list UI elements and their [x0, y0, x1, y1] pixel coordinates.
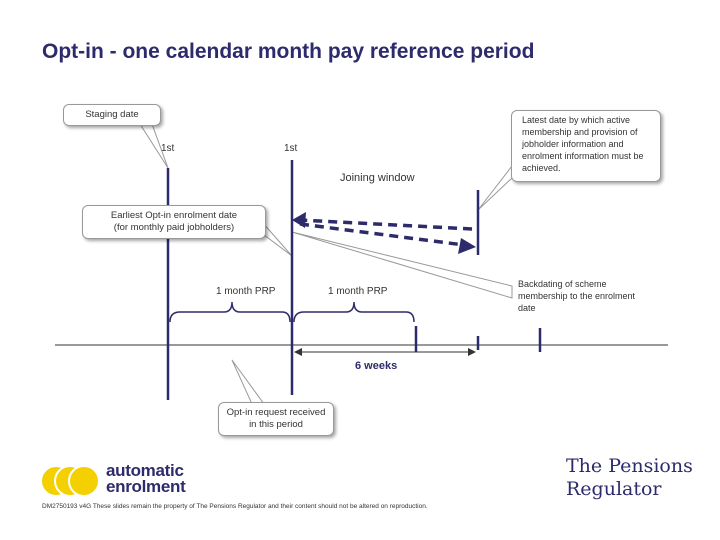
earliest-optin-line1: Earliest Opt-in enrolment date [110, 210, 238, 221]
pensions-regulator-logo: The Pensions Regulator [566, 455, 693, 501]
optin-callout-tail [231, 359, 265, 405]
automatic-enrolment-logo-icon [40, 465, 100, 497]
latest-date-callout: Latest date by which active membership a… [511, 110, 661, 182]
backdating-callout-tail [291, 231, 513, 299]
earliest-optin-callout: Earliest Opt-in enrolment date (for mont… [82, 205, 266, 239]
staging-date-callout: Staging date [63, 104, 161, 126]
six-weeks-arrow-left [294, 348, 302, 356]
prp-label-a: 1 month PRP [216, 286, 276, 297]
prp-label-b: 1 month PRP [328, 286, 388, 297]
joining-window-label: Joining window [340, 172, 415, 184]
automatic-enrolment-logo: automatic enrolment [106, 461, 186, 496]
joining-window-arrows [299, 218, 473, 247]
page-title: Opt-in - one calendar month pay referenc… [42, 40, 535, 63]
backdating-note: Backdating of scheme membership to the e… [518, 278, 638, 314]
tpr-logo-line2: Regulator [566, 478, 662, 500]
six-weeks-label: 6 weeks [355, 360, 398, 372]
first-label-a: 1st [161, 143, 175, 154]
prp-brace-right [293, 301, 415, 323]
arrowhead-left [292, 212, 306, 228]
ae-logo-line1: automatic [106, 461, 184, 480]
prp-brace-left [169, 301, 291, 323]
backdating-text: Backdating of scheme membership to the e… [518, 279, 636, 313]
ae-logo-line2: enrolment [106, 477, 186, 496]
earliest-optin-line2: (for monthly paid jobholders) [113, 222, 235, 233]
latest-date-text: Latest date by which active membership a… [522, 115, 644, 173]
first-label-b: 1st [284, 143, 298, 154]
six-weeks-arrow-right [468, 348, 476, 356]
optin-request-callout: Opt-in request received in this period [218, 402, 334, 436]
optin-request-line2: in this period [249, 419, 303, 430]
latest-callout-tail [477, 164, 513, 211]
arrowhead-right [458, 238, 476, 254]
footer-disclaimer: DM2750193 v4G These slides remain the pr… [42, 503, 428, 510]
tpr-logo-line1: The Pensions [566, 455, 693, 477]
staging-date-label: Staging date [85, 109, 139, 120]
optin-request-line1: Opt-in request received [226, 407, 326, 418]
